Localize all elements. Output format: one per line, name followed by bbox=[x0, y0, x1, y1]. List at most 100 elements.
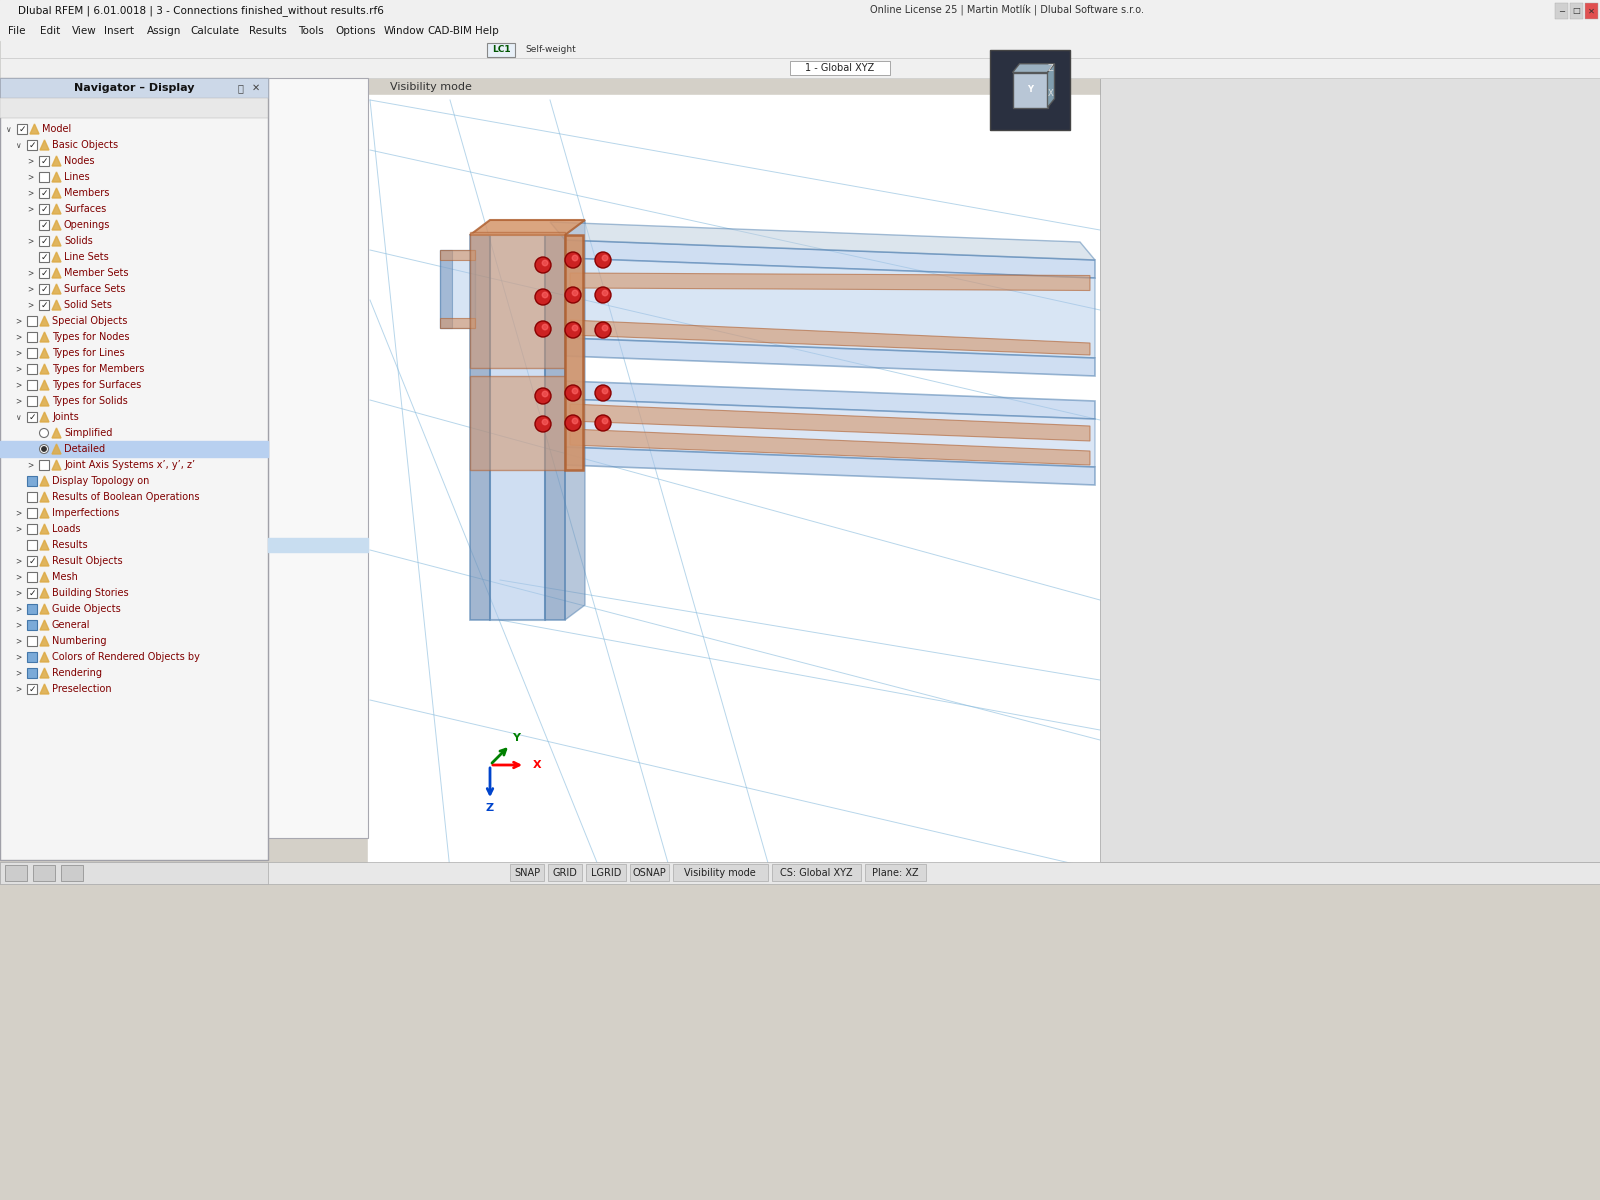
Polygon shape bbox=[40, 380, 50, 390]
Circle shape bbox=[542, 292, 547, 298]
Polygon shape bbox=[40, 540, 50, 550]
Bar bbox=[27, 396, 37, 406]
Text: Visibility mode: Visibility mode bbox=[390, 82, 472, 92]
Text: View: View bbox=[72, 26, 96, 36]
Text: >: > bbox=[14, 572, 21, 582]
Text: 1 - Global XYZ: 1 - Global XYZ bbox=[805, 62, 875, 73]
Text: Edit: Edit bbox=[40, 26, 61, 36]
Polygon shape bbox=[40, 492, 50, 502]
Text: Help: Help bbox=[475, 26, 499, 36]
Text: ✓: ✓ bbox=[40, 301, 48, 310]
Bar bbox=[38, 172, 50, 182]
Polygon shape bbox=[51, 204, 61, 214]
Polygon shape bbox=[1013, 72, 1048, 108]
Text: Types for Solids: Types for Solids bbox=[51, 396, 128, 406]
Polygon shape bbox=[1048, 64, 1054, 108]
Text: Window: Window bbox=[384, 26, 426, 36]
Polygon shape bbox=[40, 668, 50, 678]
Text: >: > bbox=[14, 684, 21, 694]
Text: General: General bbox=[51, 620, 91, 630]
Text: Numbering: Numbering bbox=[51, 636, 107, 646]
Text: Results: Results bbox=[51, 540, 88, 550]
Text: >: > bbox=[14, 317, 21, 325]
Bar bbox=[0, 78, 269, 860]
Circle shape bbox=[542, 260, 547, 265]
Polygon shape bbox=[550, 222, 1094, 260]
Polygon shape bbox=[570, 320, 1090, 355]
Bar bbox=[440, 250, 453, 328]
Text: Member Sets: Member Sets bbox=[64, 268, 128, 278]
Circle shape bbox=[573, 419, 578, 424]
Bar bbox=[38, 204, 50, 214]
Text: >: > bbox=[27, 156, 34, 166]
Text: Preselection: Preselection bbox=[51, 684, 112, 694]
Text: ✓: ✓ bbox=[29, 557, 35, 566]
Text: ✓: ✓ bbox=[29, 589, 35, 598]
Polygon shape bbox=[40, 588, 50, 598]
Polygon shape bbox=[40, 396, 50, 406]
Text: LC1: LC1 bbox=[491, 46, 510, 54]
Text: Z: Z bbox=[1048, 64, 1054, 73]
Bar bbox=[27, 524, 37, 534]
Text: >: > bbox=[14, 636, 21, 646]
Text: Calculate: Calculate bbox=[190, 26, 238, 36]
Polygon shape bbox=[565, 258, 1094, 358]
Bar bbox=[27, 556, 37, 566]
Text: >: > bbox=[27, 300, 34, 310]
Text: Surface Sets: Surface Sets bbox=[64, 284, 125, 294]
Circle shape bbox=[534, 388, 550, 404]
Text: X: X bbox=[533, 760, 542, 770]
Bar bbox=[61, 865, 83, 881]
Text: >: > bbox=[14, 348, 21, 358]
Bar bbox=[27, 572, 37, 582]
Text: Online License 25 | Martin Motlík | Dlubal Software s.r.o.: Online License 25 | Martin Motlík | Dlub… bbox=[870, 6, 1144, 17]
Circle shape bbox=[573, 256, 578, 260]
Bar bbox=[38, 268, 50, 278]
Polygon shape bbox=[40, 636, 50, 646]
Text: Dlubal RFEM | 6.01.0018 | 3 - Connections finished_without results.rf6: Dlubal RFEM | 6.01.0018 | 3 - Connection… bbox=[18, 6, 384, 17]
Bar bbox=[470, 235, 490, 620]
Bar bbox=[27, 508, 37, 518]
Text: Loads: Loads bbox=[51, 524, 80, 534]
Text: Options: Options bbox=[336, 26, 376, 36]
Text: >: > bbox=[14, 396, 21, 406]
Text: >: > bbox=[14, 653, 21, 661]
Polygon shape bbox=[40, 364, 50, 374]
Bar bbox=[470, 232, 565, 368]
Circle shape bbox=[534, 320, 550, 337]
Text: SNAP: SNAP bbox=[514, 868, 541, 877]
Polygon shape bbox=[40, 140, 50, 150]
Text: Mesh: Mesh bbox=[51, 572, 78, 582]
Bar bbox=[38, 220, 50, 230]
Bar bbox=[27, 332, 37, 342]
Polygon shape bbox=[51, 172, 61, 182]
Polygon shape bbox=[40, 412, 50, 422]
Text: >: > bbox=[14, 557, 21, 565]
Bar bbox=[38, 284, 50, 294]
Bar bbox=[27, 652, 37, 662]
Bar bbox=[27, 636, 37, 646]
Polygon shape bbox=[51, 236, 61, 246]
Bar bbox=[674, 864, 768, 881]
Bar bbox=[1570, 2, 1582, 19]
Polygon shape bbox=[40, 620, 50, 630]
Text: >: > bbox=[14, 588, 21, 598]
Text: ✕: ✕ bbox=[1587, 6, 1595, 16]
Text: Imperfections: Imperfections bbox=[51, 508, 120, 518]
Text: Types for Nodes: Types for Nodes bbox=[51, 332, 130, 342]
Bar bbox=[547, 864, 582, 881]
Text: Results: Results bbox=[250, 26, 288, 36]
Bar bbox=[1586, 2, 1598, 19]
Circle shape bbox=[595, 322, 611, 338]
Text: Result Objects: Result Objects bbox=[51, 556, 123, 566]
Text: File: File bbox=[8, 26, 26, 36]
Text: Insert: Insert bbox=[104, 26, 134, 36]
Text: CAD-BIM: CAD-BIM bbox=[427, 26, 472, 36]
Text: Joint Axis Systems x’, y’, z’: Joint Axis Systems x’, y’, z’ bbox=[64, 460, 195, 470]
Polygon shape bbox=[565, 382, 1094, 419]
Circle shape bbox=[565, 322, 581, 338]
Bar bbox=[440, 250, 475, 328]
Polygon shape bbox=[51, 444, 61, 454]
Text: ✕: ✕ bbox=[251, 83, 261, 92]
Polygon shape bbox=[40, 332, 50, 342]
